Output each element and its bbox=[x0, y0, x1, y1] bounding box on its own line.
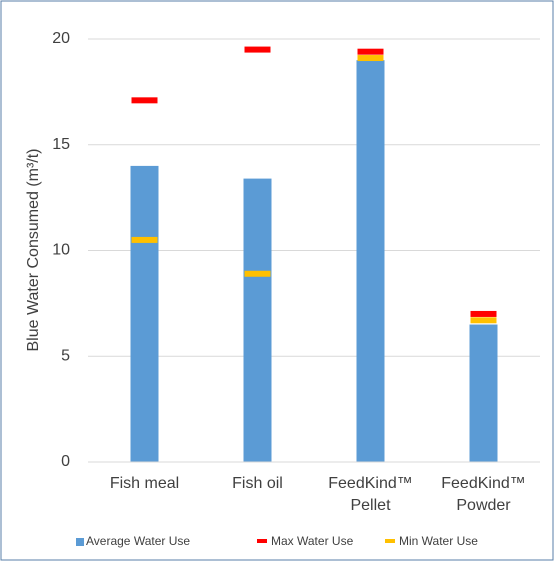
x-tick-label: Fish oil bbox=[232, 475, 283, 492]
x-tick-label: FeedKind™ Pellet bbox=[328, 475, 413, 514]
bar bbox=[356, 60, 385, 463]
y-axis-label: Blue Water Consumed (m³/t) bbox=[25, 148, 42, 351]
bar bbox=[243, 178, 272, 462]
x-tick-label: FeedKind™ Powder bbox=[441, 475, 526, 514]
marker bbox=[470, 317, 497, 324]
legend-swatch bbox=[257, 539, 267, 543]
y-tick-label: 5 bbox=[61, 347, 70, 364]
marker bbox=[131, 236, 158, 243]
marker bbox=[244, 46, 271, 53]
marker bbox=[131, 97, 158, 104]
legend-label: Min Water Use bbox=[399, 534, 478, 548]
bar bbox=[130, 165, 159, 462]
y-tick-label: 20 bbox=[52, 30, 70, 47]
marker bbox=[470, 310, 497, 317]
marker bbox=[357, 48, 384, 55]
marker bbox=[357, 55, 384, 62]
bar bbox=[469, 324, 498, 462]
y-tick-label: 0 bbox=[61, 453, 70, 470]
legend-label: Average Water Use bbox=[86, 534, 190, 548]
legend-swatch bbox=[385, 539, 395, 543]
legend-swatch bbox=[76, 538, 84, 546]
marker bbox=[244, 270, 271, 277]
x-tick-label: Fish meal bbox=[110, 475, 179, 492]
y-tick-label: 15 bbox=[52, 136, 70, 153]
legend-label: Max Water Use bbox=[271, 534, 354, 548]
y-tick-label: 10 bbox=[52, 242, 70, 259]
